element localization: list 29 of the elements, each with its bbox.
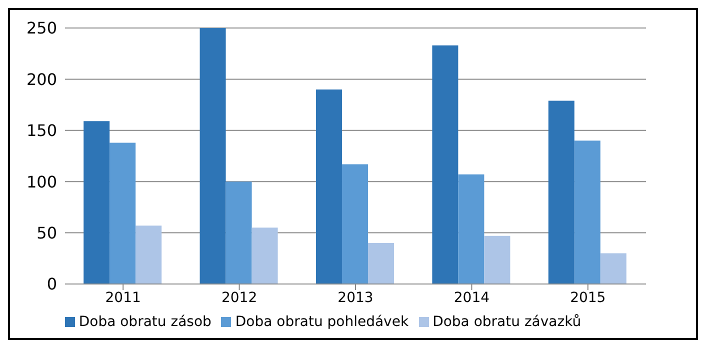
- x-tick-label: 2011: [105, 290, 141, 306]
- y-tick-label: 250: [26, 18, 57, 38]
- bar: [484, 236, 510, 284]
- bar: [600, 253, 626, 284]
- x-tick-label: 2013: [338, 290, 374, 306]
- bar: [316, 89, 342, 284]
- bar: [136, 226, 162, 284]
- bar: [84, 121, 110, 284]
- x-tick-label: 2015: [570, 290, 606, 306]
- bar: [432, 45, 458, 284]
- y-tick-label: 0: [46, 274, 57, 294]
- bar: [342, 164, 368, 284]
- legend-label: Doba obratu pohledávek: [235, 314, 409, 330]
- bar: [226, 182, 252, 284]
- bar: [458, 174, 484, 284]
- x-tick-label: 2014: [454, 290, 490, 306]
- legend-label: Doba obratu závazků: [432, 314, 582, 330]
- legend-label: Doba obratu zásob: [78, 314, 212, 330]
- bar: [110, 142, 136, 284]
- y-tick-label: 200: [26, 70, 57, 89]
- x-tick-label: 2012: [221, 290, 258, 306]
- bar: [200, 28, 226, 284]
- bar: [574, 140, 600, 284]
- bar: [368, 243, 394, 284]
- y-tick-label: 100: [26, 172, 57, 192]
- y-tick-label: 50: [36, 223, 57, 242]
- bar: [252, 228, 278, 284]
- y-tick-label: 150: [26, 121, 57, 140]
- bar: [548, 100, 574, 284]
